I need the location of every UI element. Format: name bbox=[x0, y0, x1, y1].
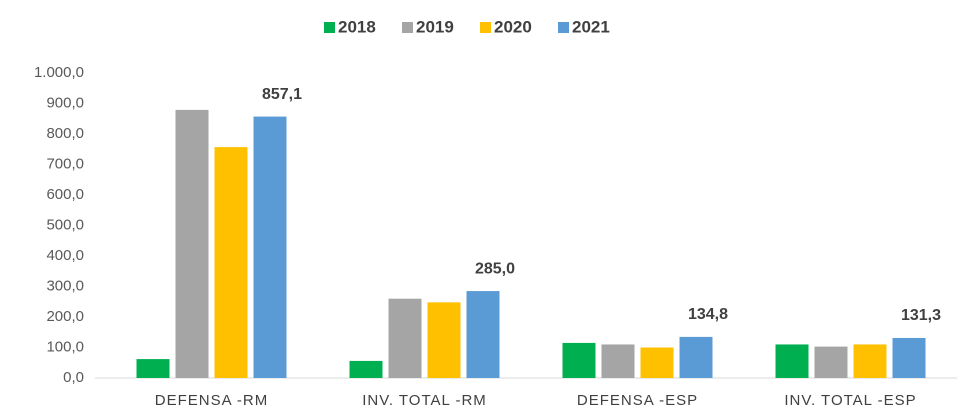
y-tick-label: 100,0 bbox=[46, 338, 84, 355]
y-tick-label: 0,0 bbox=[63, 369, 84, 386]
y-tick-label: 200,0 bbox=[46, 308, 84, 325]
y-tick-label: 1.000,0 bbox=[34, 64, 84, 81]
legend-label: 2019 bbox=[416, 17, 454, 36]
bar bbox=[214, 147, 248, 378]
y-tick-label: 800,0 bbox=[46, 125, 84, 142]
legend-swatch bbox=[480, 22, 491, 33]
bar bbox=[853, 344, 887, 378]
bar bbox=[136, 359, 170, 378]
x-tick-label: INV. TOTAL -RM bbox=[362, 392, 487, 409]
bar bbox=[775, 344, 809, 378]
bar bbox=[601, 344, 635, 378]
y-tick-label: 300,0 bbox=[46, 277, 84, 294]
y-tick-label: 400,0 bbox=[46, 247, 84, 264]
bar bbox=[388, 298, 422, 378]
bar bbox=[349, 360, 383, 378]
data-label: 134,8 bbox=[688, 306, 728, 323]
y-tick-label: 500,0 bbox=[46, 216, 84, 233]
data-label: 131,3 bbox=[901, 307, 941, 324]
bar bbox=[466, 291, 500, 378]
legend-label: 2021 bbox=[572, 17, 610, 36]
bar bbox=[427, 302, 461, 378]
data-label: 285,0 bbox=[475, 260, 515, 277]
legend-swatch bbox=[402, 22, 413, 33]
y-tick-label: 700,0 bbox=[46, 155, 84, 172]
x-tick-label: DEFENSA -ESP bbox=[577, 392, 698, 409]
bar bbox=[814, 346, 848, 378]
legend-swatch bbox=[558, 22, 569, 33]
y-tick-label: 600,0 bbox=[46, 186, 84, 203]
bar bbox=[562, 342, 596, 378]
legend-swatch bbox=[324, 22, 335, 33]
bar bbox=[640, 347, 674, 378]
y-tick-label: 900,0 bbox=[46, 94, 84, 111]
legend-label: 2018 bbox=[338, 17, 376, 36]
data-label: 857,1 bbox=[262, 86, 302, 103]
x-tick-label: DEFENSA -RM bbox=[155, 392, 269, 409]
legend-label: 2020 bbox=[494, 17, 532, 36]
bar bbox=[175, 109, 209, 378]
x-tick-label: INV. TOTAL -ESP bbox=[784, 392, 916, 409]
bar bbox=[253, 116, 287, 378]
bar bbox=[892, 337, 926, 378]
bar bbox=[679, 336, 713, 378]
